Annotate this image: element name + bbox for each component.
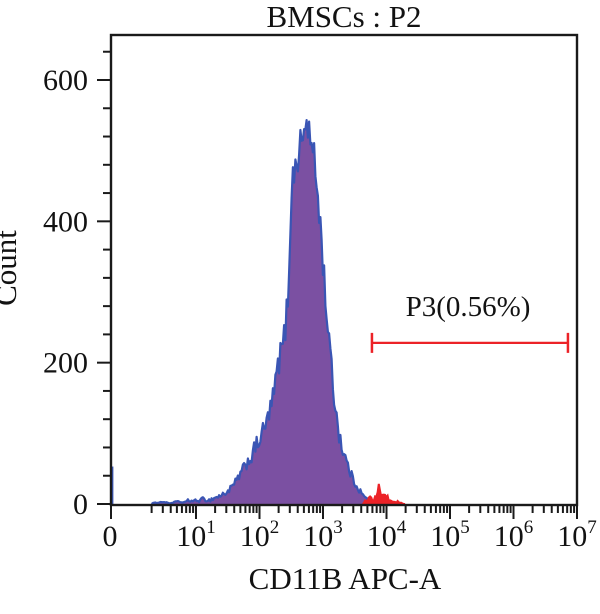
histogram-series xyxy=(111,119,406,506)
axis-ticks xyxy=(97,50,578,519)
gate-p3-bracket xyxy=(370,332,570,353)
y-tick-label: 600 xyxy=(43,64,88,97)
x-tick-label-decade: 104 xyxy=(367,517,407,553)
x-axis-label: CD11B APC-A xyxy=(249,561,442,596)
y-axis-label: Count xyxy=(0,230,23,306)
y-tick-label: 0 xyxy=(73,488,88,521)
x-tick-label-decade: 105 xyxy=(430,517,470,553)
plot-area-border xyxy=(109,33,579,507)
x-tick-label-zero: 0 xyxy=(103,520,118,553)
x-tick-label-decade: 102 xyxy=(240,517,280,553)
x-tick-label-decade: 107 xyxy=(557,517,597,553)
gate-label: P3(0.56%) xyxy=(406,291,531,323)
x-tick-label-decade: 101 xyxy=(176,517,216,553)
y-tick-label: 400 xyxy=(43,205,88,238)
x-tick-label-decade: 103 xyxy=(303,517,343,553)
y-tick-label: 200 xyxy=(43,347,88,380)
chart-title: BMSCs : P2 xyxy=(266,0,421,34)
x-tick-label-decade: 106 xyxy=(494,517,534,553)
